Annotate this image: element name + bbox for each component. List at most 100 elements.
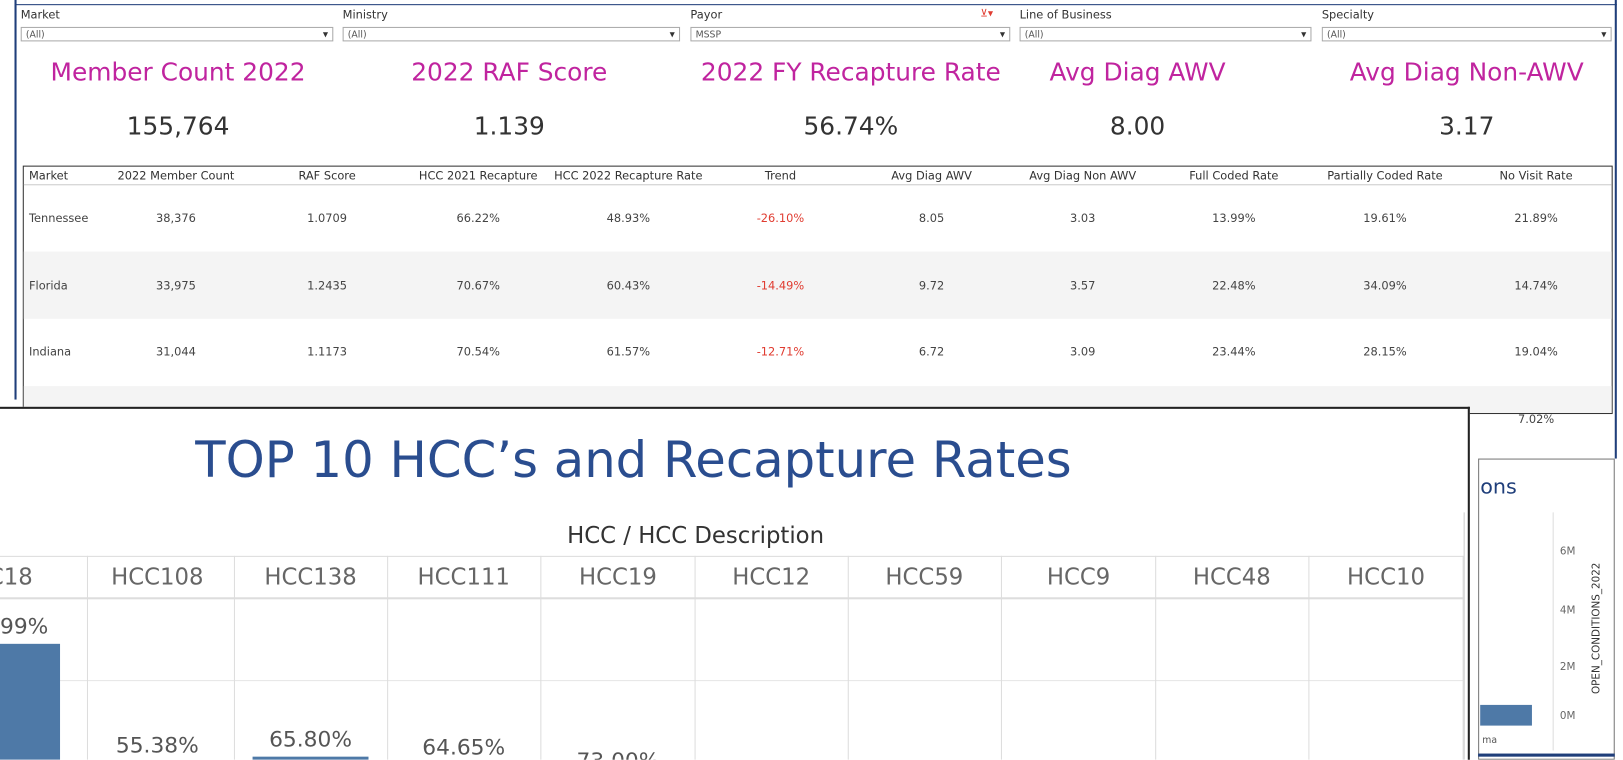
- kpi-value: 56.74%: [803, 111, 899, 141]
- table-cell: 3.03: [1070, 211, 1096, 226]
- filter-dropdown[interactable]: (All): [342, 26, 681, 42]
- frame-right: [1614, 0, 1617, 459]
- column-divider: [1308, 555, 1310, 760]
- table-cell: Tennessee: [28, 211, 89, 226]
- table-cell: 48.93%: [606, 211, 651, 226]
- table-cell: 14.74%: [1514, 278, 1558, 293]
- table-cell: 3.09: [1070, 345, 1096, 359]
- table-cell: 8.05: [918, 211, 945, 226]
- panel-bottom: [1478, 753, 1615, 757]
- column-header: HCC59: [885, 564, 964, 591]
- column-divider: [540, 555, 542, 760]
- filter-label: Line of Business: [1019, 8, 1112, 22]
- column-header: No Visit Rate: [1499, 169, 1573, 183]
- frame-left: [14, 0, 17, 400]
- table-cell: 3.57: [1070, 278, 1096, 293]
- table-cell: 19.04%: [1514, 345, 1558, 359]
- column-divider: [847, 555, 849, 760]
- table-cell: -14.49%: [756, 278, 805, 293]
- filter-icon[interactable]: ⊻▾: [980, 8, 994, 20]
- column-header: HCC12: [732, 564, 811, 591]
- value-label: 55.38%: [115, 732, 199, 758]
- table-cell: 70.54%: [456, 345, 500, 359]
- column-divider: [1462, 555, 1464, 760]
- column-header: HCC48: [1192, 564, 1271, 591]
- header-rule: [23, 184, 1612, 186]
- filter-dropdown[interactable]: (All): [1321, 26, 1612, 42]
- filter-label: Ministry: [342, 8, 388, 22]
- kpi-title: Avg Diag Non-AWV: [1349, 57, 1584, 87]
- filter-label: Payor: [690, 8, 723, 22]
- filter-label: Market: [20, 8, 60, 22]
- column-header: HCC111: [417, 564, 510, 591]
- kpi-title: Member Count 2022: [50, 57, 306, 87]
- table-cell: Florida: [28, 278, 68, 293]
- table-cell: 6.72: [918, 345, 945, 359]
- grid-line: [0, 680, 1464, 682]
- y-tick-label: 6M: [1559, 546, 1576, 558]
- table-cell: 19.61%: [1363, 211, 1407, 226]
- table-cell: 31,044: [156, 345, 196, 359]
- y-tick-label: 4M: [1559, 605, 1576, 617]
- column-header: HCC10: [1347, 564, 1425, 591]
- column-header: HCC 2021 Recapture: [418, 169, 538, 183]
- kpi-title: 2022 FY Recapture Rate: [700, 57, 1001, 87]
- panel-title: ons: [1480, 474, 1517, 499]
- axis-title: HCC / HCC Description: [567, 523, 825, 550]
- y-tick-label: 2M: [1559, 661, 1576, 674]
- table-cell: 33,975: [156, 278, 196, 293]
- column-divider: [1463, 512, 1465, 760]
- column-header: 2022 Member Count: [117, 169, 235, 183]
- overlay-panel: [0, 406, 1470, 760]
- table-cell: 1.1173: [307, 345, 348, 359]
- column-header: C18: [0, 564, 33, 591]
- frame-top: [14, 4, 1617, 6]
- value-label: 73.00%: [577, 748, 660, 759]
- kpi-title: Avg Diag AWV: [1049, 57, 1226, 87]
- table-cell: 61.57%: [606, 345, 651, 359]
- bar: [1480, 704, 1532, 726]
- column-header: Avg Diag Non AWV: [1029, 169, 1137, 183]
- category-label: ma: [1482, 735, 1498, 747]
- table-cell: 34.09%: [1363, 278, 1407, 293]
- column-header: Partially Coded Rate: [1327, 169, 1443, 183]
- table-cell: 9.72: [918, 278, 945, 293]
- column-header: HCC 2022 Recapture Rate: [554, 169, 703, 183]
- table-cell: 7.02%: [1517, 412, 1555, 426]
- kpi-value: 155,764: [126, 111, 230, 141]
- grid-line: [0, 597, 1464, 600]
- column-divider: [387, 555, 389, 760]
- table-cell: 22.48%: [1212, 278, 1256, 293]
- column-header: HCC108: [111, 564, 204, 591]
- axis-label: OPEN_CONDITIONS_2022: [1591, 562, 1603, 694]
- table-cell: 1.2435: [307, 278, 348, 293]
- kpi-value: 8.00: [1109, 111, 1166, 141]
- table-cell: 21.89%: [1514, 211, 1558, 226]
- overlay-title: TOP 10 HCC’s and Recapture Rates: [195, 431, 1072, 490]
- grid-line: [0, 555, 1464, 557]
- table-cell: 66.22%: [456, 211, 500, 226]
- column-divider: [233, 555, 235, 760]
- table-cell: 23.44%: [1212, 345, 1256, 359]
- table-cell: 1.0709: [307, 211, 348, 226]
- bar: [0, 643, 61, 760]
- value-label: 64.65%: [422, 734, 506, 760]
- column-divider: [1155, 555, 1157, 760]
- table-cell: 38,376: [156, 211, 196, 226]
- filter-dropdown[interactable]: MSSP: [690, 26, 1011, 42]
- row-band: [23, 251, 1612, 319]
- kpi-value: 3.17: [1439, 111, 1495, 141]
- filter-dropdown[interactable]: (All): [1019, 26, 1312, 42]
- filter-dropdown[interactable]: (All): [20, 26, 334, 42]
- table-cell: Indiana: [28, 345, 72, 359]
- column-divider: [86, 555, 88, 760]
- column-header: Full Coded Rate: [1189, 169, 1279, 183]
- y-tick-label: 0M: [1559, 710, 1576, 722]
- column-divider: [1000, 555, 1002, 760]
- table-cell: 70.67%: [456, 278, 500, 293]
- table-cell: 60.43%: [606, 278, 651, 293]
- kpi-value: 1.139: [473, 111, 545, 141]
- table-cell: 13.99%: [1212, 211, 1256, 226]
- column-header: Market: [28, 169, 69, 183]
